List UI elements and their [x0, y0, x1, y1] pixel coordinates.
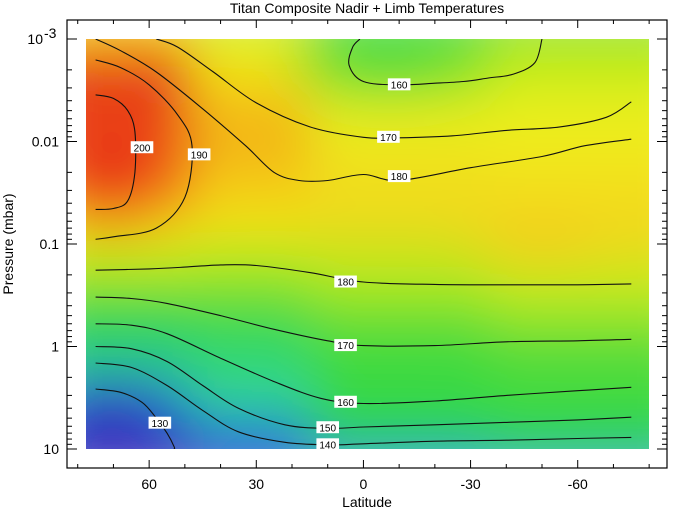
contour-label-box — [130, 141, 154, 154]
y-tick-label: 0.01 — [32, 134, 59, 150]
y-tick-label: 10 — [27, 31, 43, 47]
contour-label: 180 — [391, 172, 408, 183]
contour-label-box — [148, 416, 172, 429]
contour-label: 140 — [319, 440, 336, 451]
contour-line-160 — [348, 39, 543, 86]
contour-label: 160 — [391, 80, 408, 91]
contour-label-box — [387, 78, 411, 91]
field-green-top — [270, 39, 510, 105]
contour-label-box — [316, 438, 340, 451]
contour-label-box — [334, 275, 357, 288]
contour-label: 130 — [152, 419, 169, 430]
contour-label-box — [334, 395, 357, 408]
contour-label: 170 — [380, 133, 397, 144]
field-warm-band — [430, 198, 649, 278]
y-tick-label: 1 — [51, 339, 59, 355]
chart-title: Titan Composite Nadir + Limb Temperature… — [230, 0, 504, 16]
contour-line-180 — [95, 264, 632, 286]
temperature-field — [86, 39, 649, 449]
contour-label-box — [187, 148, 211, 161]
x-axis-title: Latitude — [342, 494, 392, 510]
contour-line-180 — [95, 39, 632, 182]
x-tick-label: 0 — [360, 476, 368, 492]
contour-label-box — [377, 130, 400, 143]
x-tick-label: 30 — [248, 476, 264, 492]
y-tick-exponent: -3 — [44, 25, 57, 41]
y-axis-title: Pressure (mbar) — [0, 193, 16, 294]
contour-line-150 — [95, 345, 632, 430]
contour-line-160 — [95, 323, 632, 405]
contour-label-box — [387, 170, 411, 183]
contour-label-box — [334, 339, 357, 352]
contour-label: 150 — [319, 423, 336, 434]
contour-label: 200 — [134, 143, 151, 154]
contour-label: 180 — [337, 278, 354, 289]
field-hot-core — [86, 70, 184, 250]
contour-label: 170 — [337, 341, 354, 352]
contour-line-190 — [95, 59, 193, 240]
contour-line-170 — [95, 296, 632, 347]
contour-layer — [95, 39, 632, 449]
x-tick-label: 60 — [141, 476, 157, 492]
y-tick-label: 10 — [43, 441, 59, 457]
x-tick-label: -30 — [460, 476, 480, 492]
x-tick-label: -60 — [568, 476, 588, 492]
field-band-midnorth — [170, 39, 310, 449]
y-tick-label: 0.1 — [40, 236, 60, 252]
contour-label: 190 — [191, 150, 208, 161]
contour-label-layer: 200 190 180 170 160 180 170 160 150 140 130 — [130, 78, 411, 451]
contour-label-box — [316, 421, 340, 434]
x-axis: 60 30 0 -30 -60 — [77, 20, 650, 492]
contour-line-140 — [95, 362, 632, 446]
contour-label: 160 — [337, 398, 354, 409]
